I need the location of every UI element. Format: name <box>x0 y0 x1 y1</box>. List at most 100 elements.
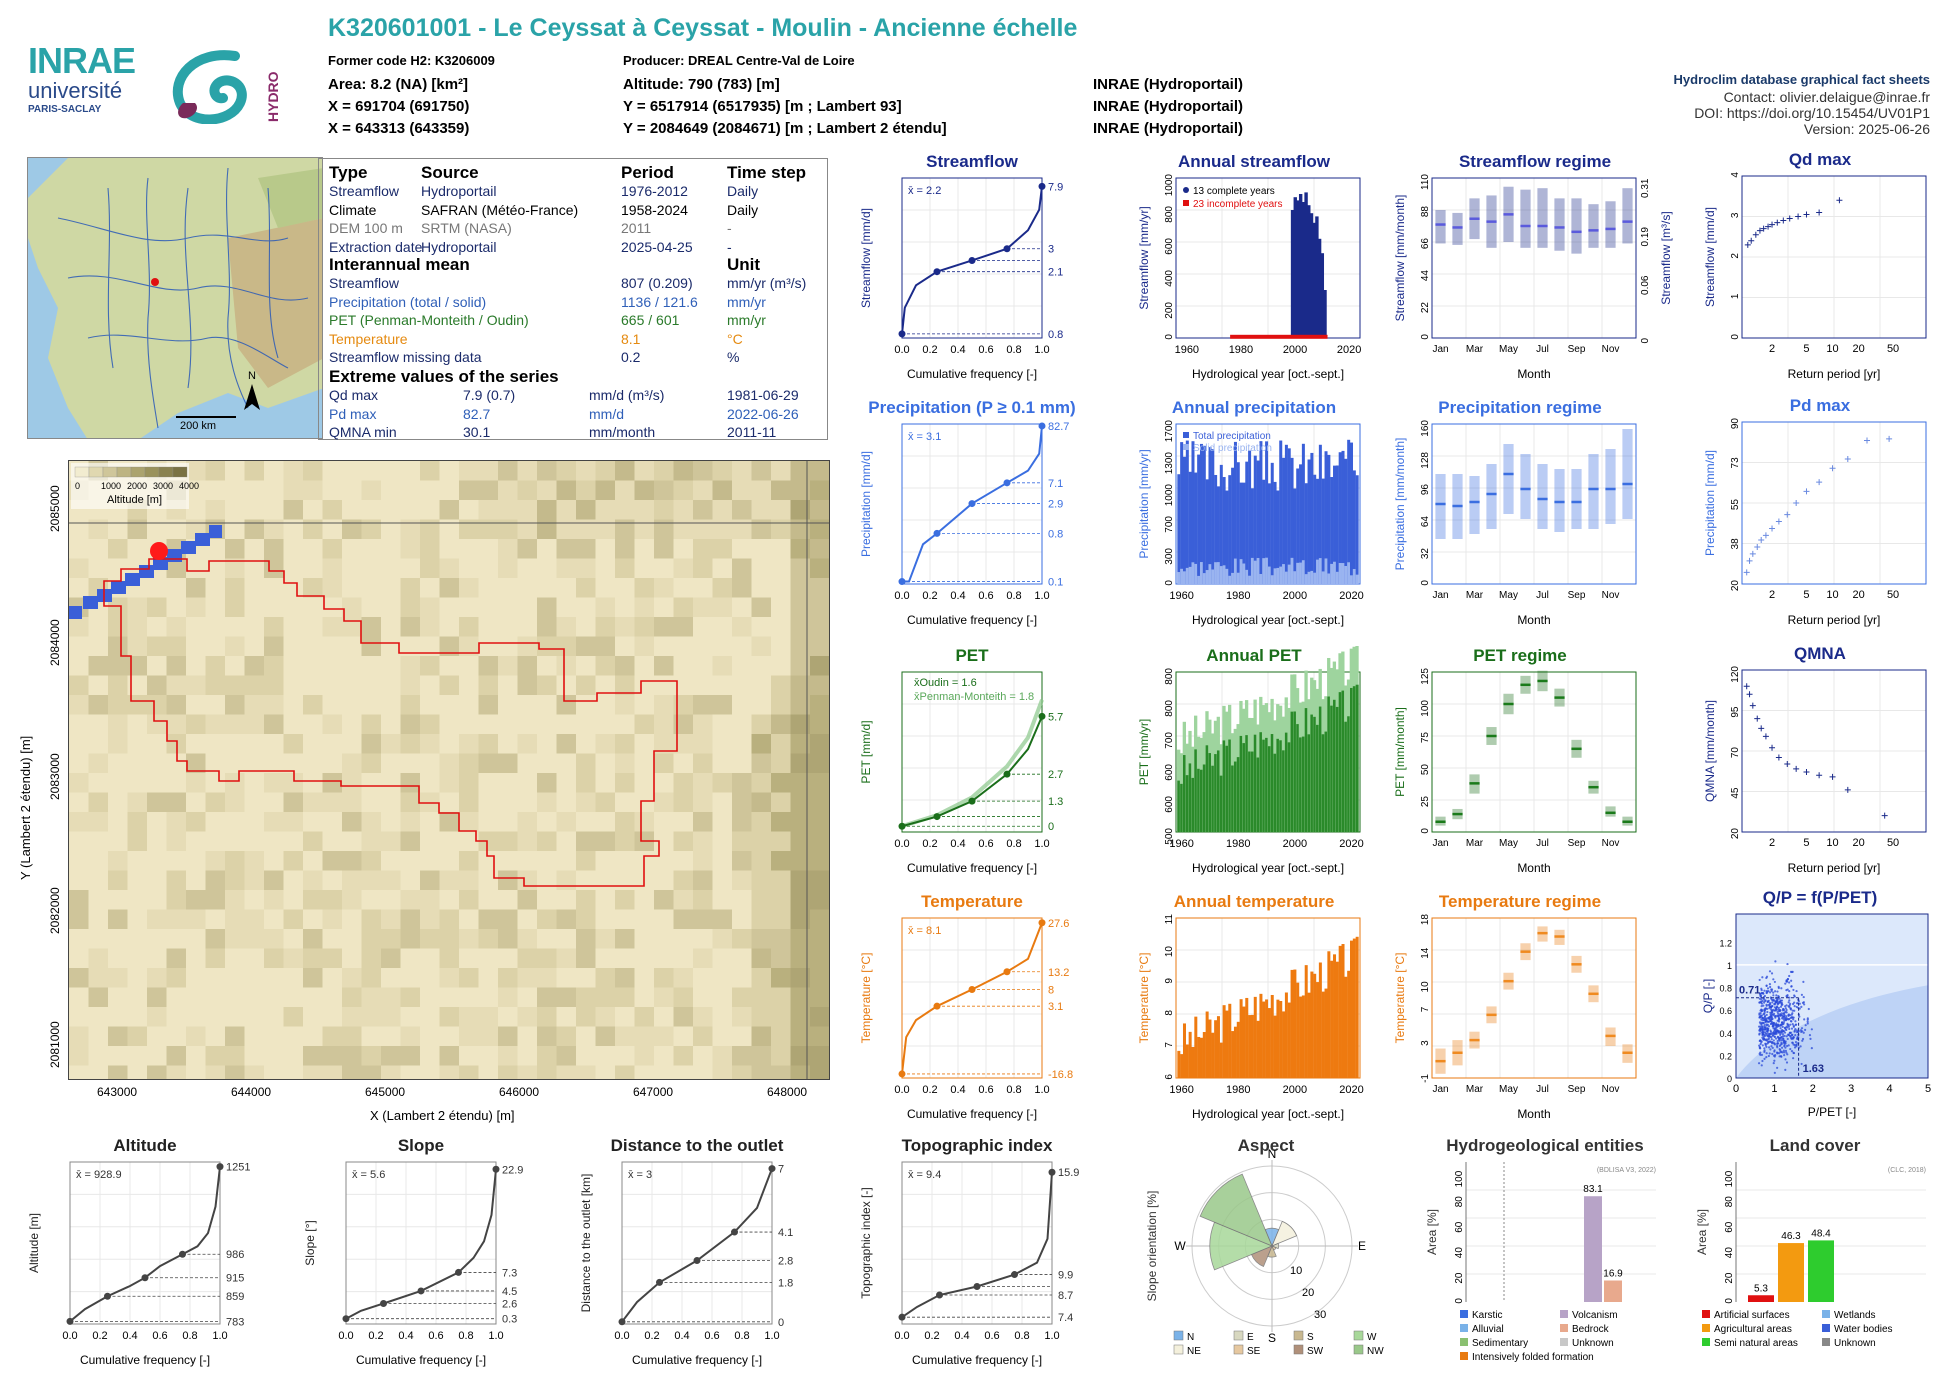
chart-svg-e_dur: 5.7 2.7 1.3 0 0.0 0.2 0.4 0.6 0.8 1.0 x̄Oudin = 1.… <box>859 671 1063 875</box>
qp-point <box>1808 1034 1812 1037</box>
annual-bar <box>1194 749 1198 832</box>
qp-point <box>1764 1039 1767 1042</box>
annual-bar <box>1324 451 1328 584</box>
mean-row-1-c0: Precipitation (total / solid) <box>329 293 487 310</box>
qp-point <box>1772 994 1775 997</box>
annual-bar <box>1202 1032 1206 1078</box>
qp-point <box>1793 1001 1796 1004</box>
qp-point <box>1771 1046 1774 1050</box>
extreme-row-1-c0: Pd max <box>329 405 377 422</box>
y-axis-label: Precipitation [mm/month] <box>1393 438 1407 571</box>
month-tick: Nov <box>1602 344 1620 355</box>
y-tick: 100 <box>1454 1170 1465 1187</box>
qp-point <box>1772 1042 1776 1045</box>
info-row-0-c0: Streamflow <box>329 183 400 199</box>
return-period-point <box>1864 437 1871 444</box>
aspect-legend-icon <box>1293 1330 1304 1341</box>
right-tick: 2.9 <box>1048 499 1063 511</box>
map-xtick: 644000 <box>231 1085 272 1099</box>
annual-bar <box>1256 1020 1260 1078</box>
x-tick: 5 <box>1925 1083 1931 1095</box>
regime-box <box>1554 469 1565 532</box>
annual-bar <box>1202 764 1206 832</box>
duration-marker <box>768 1165 776 1173</box>
solid-precip-bar <box>1208 564 1212 584</box>
chart-title: Slope <box>397 1136 445 1155</box>
y-tick: 0.6 <box>1719 1006 1732 1016</box>
month-tick: Jul <box>1536 838 1549 849</box>
qp-point <box>1758 1046 1761 1049</box>
annual-bar <box>1188 1031 1192 1078</box>
qp-point <box>1786 1017 1789 1020</box>
bar-value: 16.9 <box>1603 1268 1623 1279</box>
annual-bar <box>1321 478 1325 584</box>
qp-point <box>1769 1035 1772 1038</box>
return-period-point <box>1769 525 1776 532</box>
qp-point <box>1790 985 1793 988</box>
chart-slope: Slope 22.9 7.3 4.5 2.6 0.3 0.0 0.2 0.4 0.6 0.8 1.0 x… <box>296 1136 546 1370</box>
aspect-legend-icon <box>1233 1330 1244 1341</box>
return-period-point <box>1784 511 1791 518</box>
month-tick: Sep <box>1568 838 1586 849</box>
legend-icon <box>1460 1324 1468 1332</box>
qp-point <box>1765 984 1768 987</box>
plot-frame <box>901 917 1043 1079</box>
qp-point <box>1789 970 1793 973</box>
annual-bar <box>1290 969 1294 1078</box>
qp-point <box>1787 1001 1790 1004</box>
chart-land: Land cover 0 20 40 60 80 100 (CLC, 2018) 5.3 46.3… <box>1690 1136 1940 1376</box>
solid-precip-bar <box>1211 569 1215 584</box>
x-tick: 2000 <box>1283 344 1307 356</box>
right-tick: 783 <box>226 1316 244 1328</box>
interannual-header-c3: Unit <box>727 255 761 274</box>
annual-bar <box>1242 1006 1246 1078</box>
y-tick: 0 <box>1724 1298 1735 1304</box>
qp-point <box>1768 983 1772 986</box>
qp-point <box>1789 1023 1792 1026</box>
qp-point <box>1792 1016 1795 1019</box>
right-tick: 4.5 <box>502 1286 517 1298</box>
coord-y2: Y = 2084649 (2084671) [m ; Lambert 2 éte… <box>623 120 947 137</box>
x-axis-label: Month <box>1517 613 1550 627</box>
qp-point <box>1780 987 1783 990</box>
qp-point <box>1785 1051 1788 1054</box>
altitude-legend-title: Altitude [m] <box>107 494 162 506</box>
annual-bar <box>1211 765 1215 832</box>
qp-point <box>1773 1049 1776 1052</box>
qp-point <box>1765 1013 1768 1017</box>
annual-bar <box>1236 462 1240 584</box>
annual-bar <box>1233 441 1237 584</box>
chart-hydrogeo: Hydrogeological entities 0 20 40 60 80 100 (BDL… <box>1420 1136 1670 1376</box>
return-period-point <box>1774 219 1781 226</box>
info-row-1-c0: Climate <box>329 201 377 218</box>
qp-point <box>1759 1022 1762 1025</box>
return-period-point <box>1793 765 1800 772</box>
info-row-1-c1: SAFRAN (Météo-France) <box>421 201 579 218</box>
solid-precip-bar <box>1197 575 1201 584</box>
qp-point <box>1792 1057 1795 1060</box>
info-row-2-c2: 2011 <box>621 220 652 236</box>
altitude-legend-swatch <box>172 466 188 478</box>
y-axis-label: Streamflow [mm/month] <box>1393 195 1407 322</box>
y-tick: 3 <box>1730 212 1741 218</box>
month-tick: Jul <box>1536 344 1549 355</box>
y-tick: 1000 <box>1164 484 1175 507</box>
solid-precip-bar <box>1225 568 1229 584</box>
qp-point <box>1790 1013 1793 1016</box>
qp-point <box>1802 1001 1805 1004</box>
x-tick: 2 <box>1769 343 1775 355</box>
y-tick: 50 <box>1420 764 1431 776</box>
annual-bar <box>1259 441 1263 584</box>
y-tick: 20 <box>1724 1272 1735 1284</box>
y-axis-label: Distance to the outlet [km] <box>579 1174 593 1313</box>
annual-bar <box>1301 736 1305 832</box>
qp-point <box>1785 1061 1789 1064</box>
solid-precip-bar <box>1177 572 1181 584</box>
annual-bar <box>1350 687 1354 832</box>
plot-frame <box>1431 671 1637 833</box>
x-axis-label: Month <box>1517 367 1550 381</box>
x-axis-label: Return period [yr] <box>1788 367 1881 381</box>
chart-topo: Topographic index 15.9 9.9 8.7 7.4 0.0 0.2 0.4 0… <box>852 1136 1102 1370</box>
legend-icon <box>1460 1338 1468 1346</box>
annual-bar <box>1310 714 1314 832</box>
